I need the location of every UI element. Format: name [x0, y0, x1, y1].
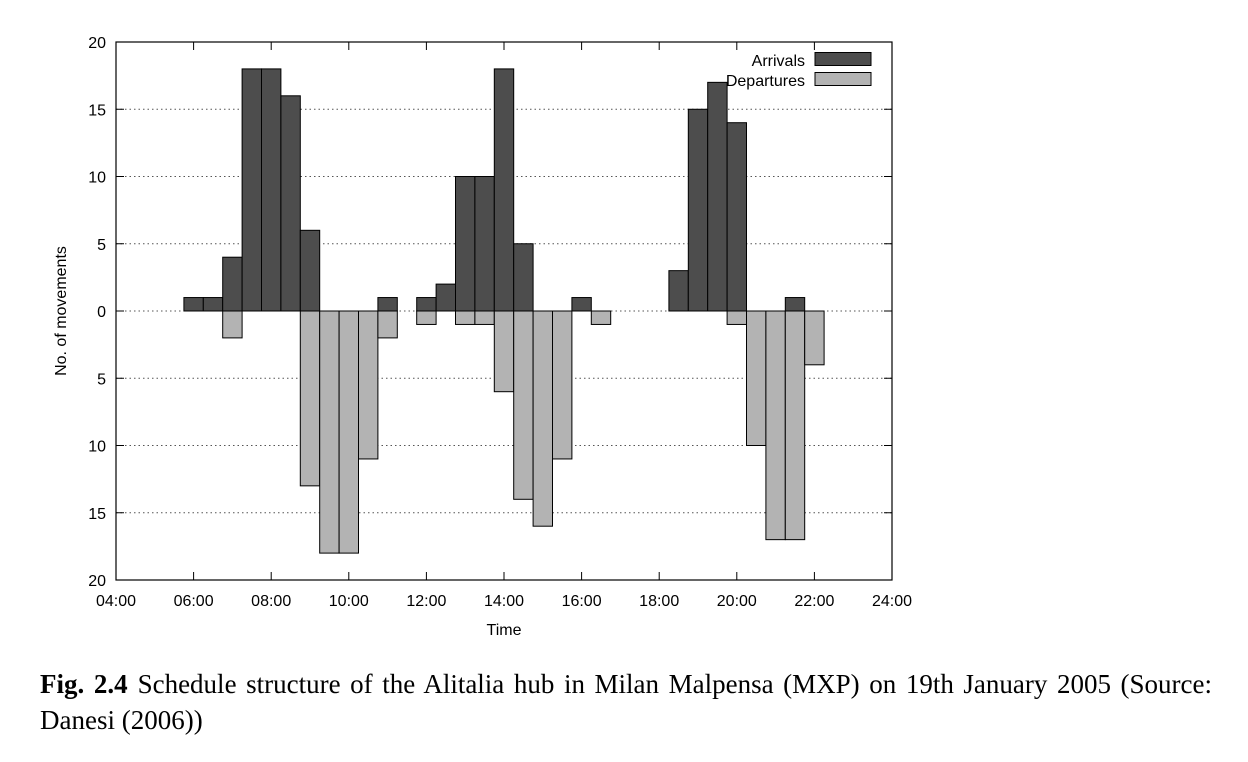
figure-caption-text: Schedule structure of the Alitalia hub i… — [40, 669, 1212, 735]
x-tick-label: 08:00 — [251, 593, 291, 610]
arrivals-bar-1045 — [377, 297, 398, 312]
x-tick-label: 12:00 — [406, 593, 446, 610]
x-tick-label: 10:00 — [329, 593, 369, 610]
y-tick-label: 20 — [88, 573, 106, 590]
y-tick-label: 10 — [88, 170, 106, 187]
departures-bar-0945 — [338, 310, 360, 554]
legend-swatch-departures — [814, 72, 872, 86]
y-tick-label: 5 — [97, 237, 106, 254]
arrivals-bar-2115 — [784, 297, 806, 312]
tick-marks — [115, 41, 893, 581]
arrivals-bar-0815 — [280, 95, 301, 312]
legend-label-departures: Departures — [726, 73, 805, 90]
y-axis-title: No. of movements — [53, 246, 70, 376]
arrivals-bar-0745 — [261, 68, 282, 312]
x-tick-label: 24:00 — [872, 593, 912, 610]
arrivals-bar-1545 — [571, 297, 592, 312]
x-tick-label: 16:00 — [562, 593, 602, 610]
arrivals-bar-1845 — [687, 108, 709, 312]
departures-bar-1315 — [474, 310, 495, 325]
departures-bar-1345 — [493, 310, 515, 393]
y-tick-label: 20 — [88, 35, 106, 52]
departures-bar-2115 — [784, 310, 806, 541]
departures-bar-0845 — [299, 310, 321, 487]
x-tick-label: 20:00 — [717, 593, 757, 610]
departures-bar-1515 — [552, 310, 573, 460]
departures-bar-2045 — [765, 310, 786, 541]
departures-bar-1145 — [416, 310, 437, 325]
y-tick-label: 15 — [88, 506, 106, 523]
departures-bar-1045 — [377, 310, 398, 339]
arrivals-bar-1915 — [707, 81, 728, 312]
y-tick-label: 10 — [88, 439, 106, 456]
arrivals-bar-0715 — [241, 68, 263, 312]
legend: Arrivals Departures — [726, 52, 872, 90]
arrivals-bar-1245 — [455, 176, 476, 312]
departures-bar-0645 — [222, 310, 243, 339]
departures-bar-1445 — [532, 310, 553, 527]
departures-bar-1415 — [513, 310, 534, 500]
arrivals-bar-1415 — [513, 243, 534, 312]
figure-caption: Fig. 2.4 Schedule structure of the Alital… — [40, 666, 1212, 738]
legend-swatch-arrivals — [814, 52, 872, 66]
x-tick-label: 22:00 — [794, 593, 834, 610]
arrivals-bar-1945 — [726, 122, 747, 312]
departures-bar-2145 — [804, 310, 825, 366]
departures-bar-1245 — [455, 310, 476, 325]
arrivals-bar-0615 — [202, 297, 224, 312]
y-tick-label: 0 — [97, 304, 106, 321]
x-axis-title: Time — [487, 622, 522, 639]
departures-bar-1945 — [726, 310, 747, 325]
departures-bar-1015 — [358, 310, 379, 460]
x-tick-label: 14:00 — [484, 593, 524, 610]
arrivals-bar-0545 — [183, 297, 204, 312]
departures-bar-1615 — [590, 310, 612, 325]
x-tick-label: 06:00 — [174, 593, 214, 610]
arrivals-bar-1315 — [474, 176, 495, 312]
bars — [183, 68, 825, 554]
arrivals-bar-1145 — [416, 297, 437, 312]
legend-label-arrivals: Arrivals — [752, 53, 805, 70]
arrivals-bar-0645 — [222, 256, 243, 312]
departures-bar-0915 — [319, 310, 340, 554]
y-tick-label: 15 — [88, 102, 106, 119]
figure-label: Fig. 2.4 — [40, 669, 128, 699]
arrivals-bar-1215 — [435, 283, 457, 312]
y-tick-labels: 20 15 10 5 0 5 10 15 20 — [88, 35, 106, 590]
movements-chart: 04:00 06:00 08:00 10:00 12:00 14:00 16:00 18:00… — [53, 35, 912, 639]
x-tick-labels: 04:00 06:00 08:00 10:00 12:00 14:00 16:00 18:00… — [96, 593, 912, 610]
arrivals-bar-1815 — [668, 270, 689, 312]
arrivals-bar-1345 — [493, 68, 515, 312]
arrivals-bar-0845 — [299, 229, 321, 312]
y-tick-label: 5 — [97, 371, 106, 388]
x-tick-label: 18:00 — [639, 593, 679, 610]
x-tick-label: 04:00 — [96, 593, 136, 610]
departures-bar-2015 — [746, 310, 767, 446]
